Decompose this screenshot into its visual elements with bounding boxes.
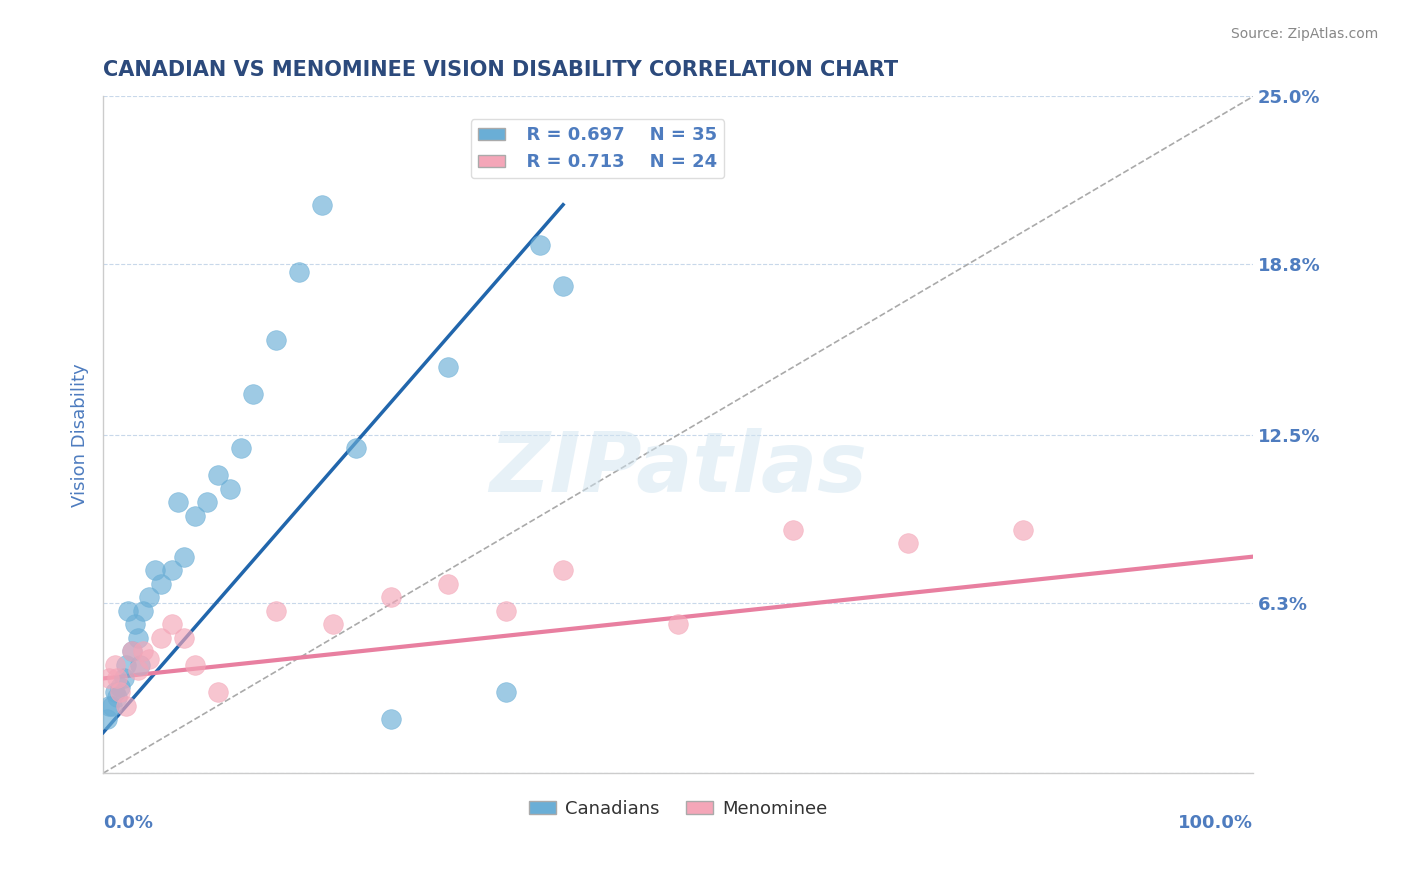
Point [132,644,155,658]
Point [195,495,218,509]
Text: CANADIAN VS MENOMINEE VISION DISABILITY CORRELATION CHART: CANADIAN VS MENOMINEE VISION DISABILITY … [103,60,898,79]
Point [101,698,124,713]
Point [437,576,460,591]
Point [264,333,287,347]
Point [167,495,190,509]
Text: Source: ZipAtlas.com: Source: ZipAtlas.com [1230,27,1378,41]
Text: 0.0%: 0.0% [103,814,153,832]
Text: ZIPatlas: ZIPatlas [489,428,868,509]
Point [115,698,138,713]
Point [127,663,149,677]
Point [129,657,152,672]
Point [553,279,575,293]
Point [105,690,128,705]
Point [160,617,183,632]
Point [149,631,172,645]
Point [782,523,804,537]
Point [124,617,146,632]
Point [495,604,517,618]
Point [229,442,252,456]
Point [311,198,333,212]
Point [437,360,460,375]
Point [97,698,120,713]
Point [104,657,127,672]
Point [184,657,207,672]
Point [287,265,309,279]
Point [666,617,689,632]
Point [112,672,135,686]
Point [127,631,149,645]
Point [184,509,207,524]
Point [207,685,229,699]
Point [160,563,183,577]
Point [495,685,517,699]
Point [96,712,118,726]
Point [207,468,229,483]
Text: 100.0%: 100.0% [1178,814,1253,832]
Point [322,617,344,632]
Point [115,657,138,672]
Point [553,563,575,577]
Y-axis label: Vision Disability: Vision Disability [72,363,89,507]
Point [110,680,132,694]
Point [380,712,402,726]
Point [138,652,160,666]
Point [173,549,195,564]
Point [264,604,287,618]
Point [1012,523,1035,537]
Point [121,644,143,658]
Point [344,442,367,456]
Point [242,387,264,401]
Point [97,672,120,686]
Point [117,604,139,618]
Point [173,631,195,645]
Point [138,591,160,605]
Point [104,685,127,699]
Point [897,536,920,550]
Point [132,604,155,618]
Point [149,576,172,591]
Point [380,591,402,605]
Point [143,563,166,577]
Point [110,685,132,699]
Point [105,672,128,686]
Legend: Canadians, Menominee: Canadians, Menominee [522,793,835,825]
Point [529,238,551,252]
Point [218,482,240,496]
Point [121,644,143,658]
